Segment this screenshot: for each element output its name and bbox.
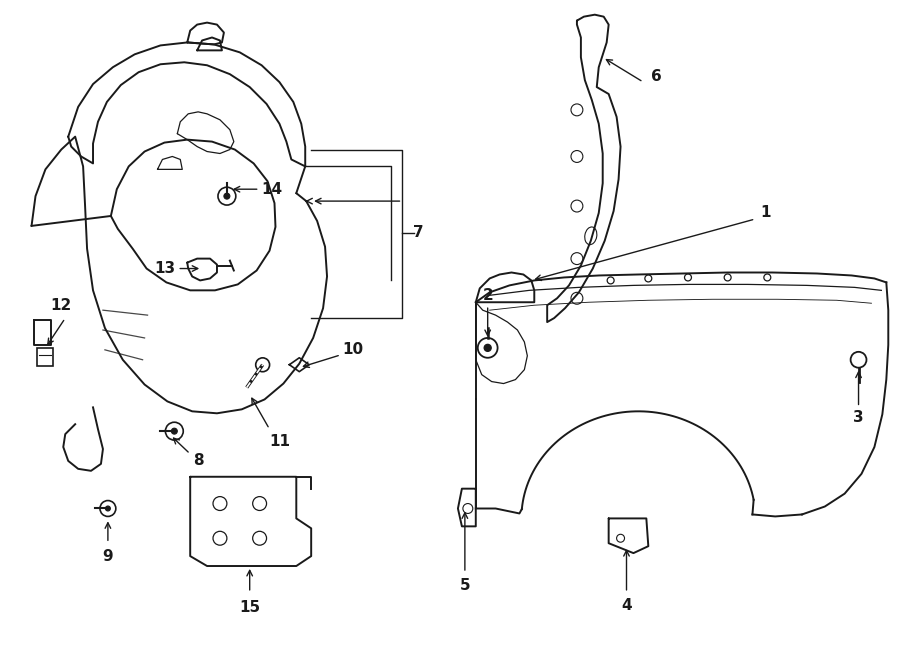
Text: 11: 11: [269, 434, 290, 449]
Text: 4: 4: [621, 598, 632, 613]
Text: 9: 9: [103, 549, 113, 563]
Circle shape: [171, 428, 177, 434]
Text: 1: 1: [760, 205, 770, 220]
Text: 7: 7: [413, 225, 424, 240]
Text: 2: 2: [482, 288, 493, 303]
Text: 10: 10: [342, 342, 364, 357]
Text: 5: 5: [460, 579, 470, 593]
Text: 6: 6: [651, 69, 661, 83]
Text: 12: 12: [50, 298, 72, 312]
Text: 13: 13: [154, 261, 175, 276]
Circle shape: [484, 344, 491, 352]
Circle shape: [224, 193, 230, 199]
Circle shape: [105, 506, 111, 511]
Text: 14: 14: [261, 181, 282, 197]
Bar: [38, 348, 53, 365]
Text: 15: 15: [239, 600, 260, 615]
Text: 3: 3: [853, 410, 864, 425]
Text: 8: 8: [193, 453, 203, 469]
